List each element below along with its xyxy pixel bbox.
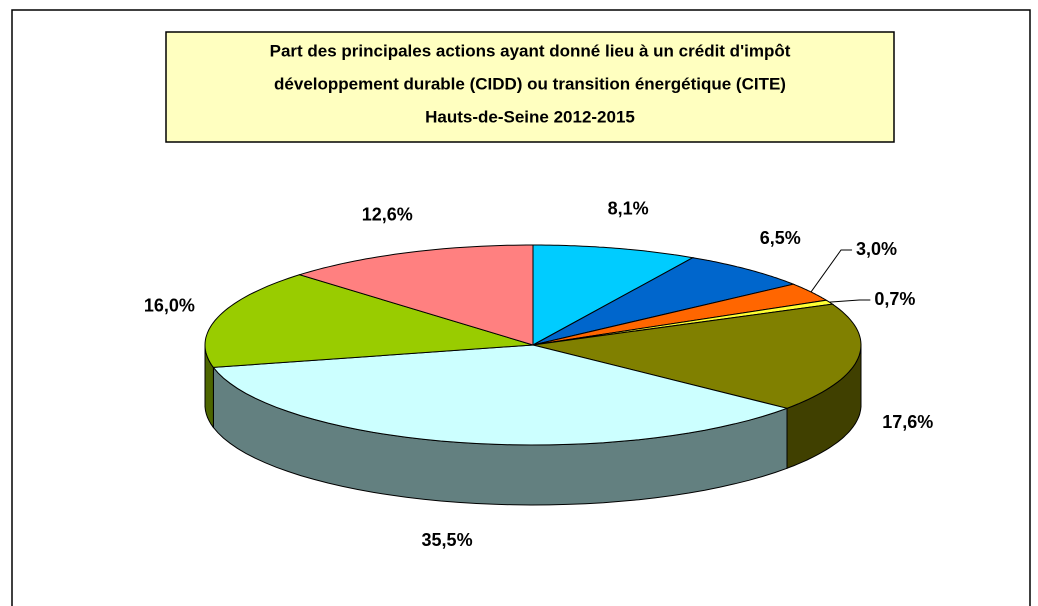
leader-line <box>829 299 871 303</box>
slice <box>532 257 796 346</box>
leader-line <box>810 249 853 293</box>
title-box <box>165 31 895 143</box>
data-label: 3,0% <box>856 239 897 259</box>
slice <box>212 344 789 446</box>
chart-title: Part des principales actions ayant donné… <box>270 41 791 60</box>
data-label: 0,7% <box>874 289 915 309</box>
slice <box>204 274 534 368</box>
data-label: 17,6% <box>882 412 933 432</box>
data-label: 8,1% <box>608 198 649 218</box>
data-label: 16,0% <box>144 296 195 316</box>
chart-title: Hauts-de-Seine 2012-2015 <box>425 107 635 126</box>
slice <box>532 299 835 346</box>
slice <box>297 244 534 346</box>
data-label: 35,5% <box>422 530 473 550</box>
chart-title: développement durable (CIDD) ou transiti… <box>274 74 786 93</box>
data-label: 6,5% <box>760 228 801 248</box>
slice <box>532 244 695 346</box>
slice <box>532 303 862 409</box>
data-label: 12,6% <box>362 205 413 225</box>
